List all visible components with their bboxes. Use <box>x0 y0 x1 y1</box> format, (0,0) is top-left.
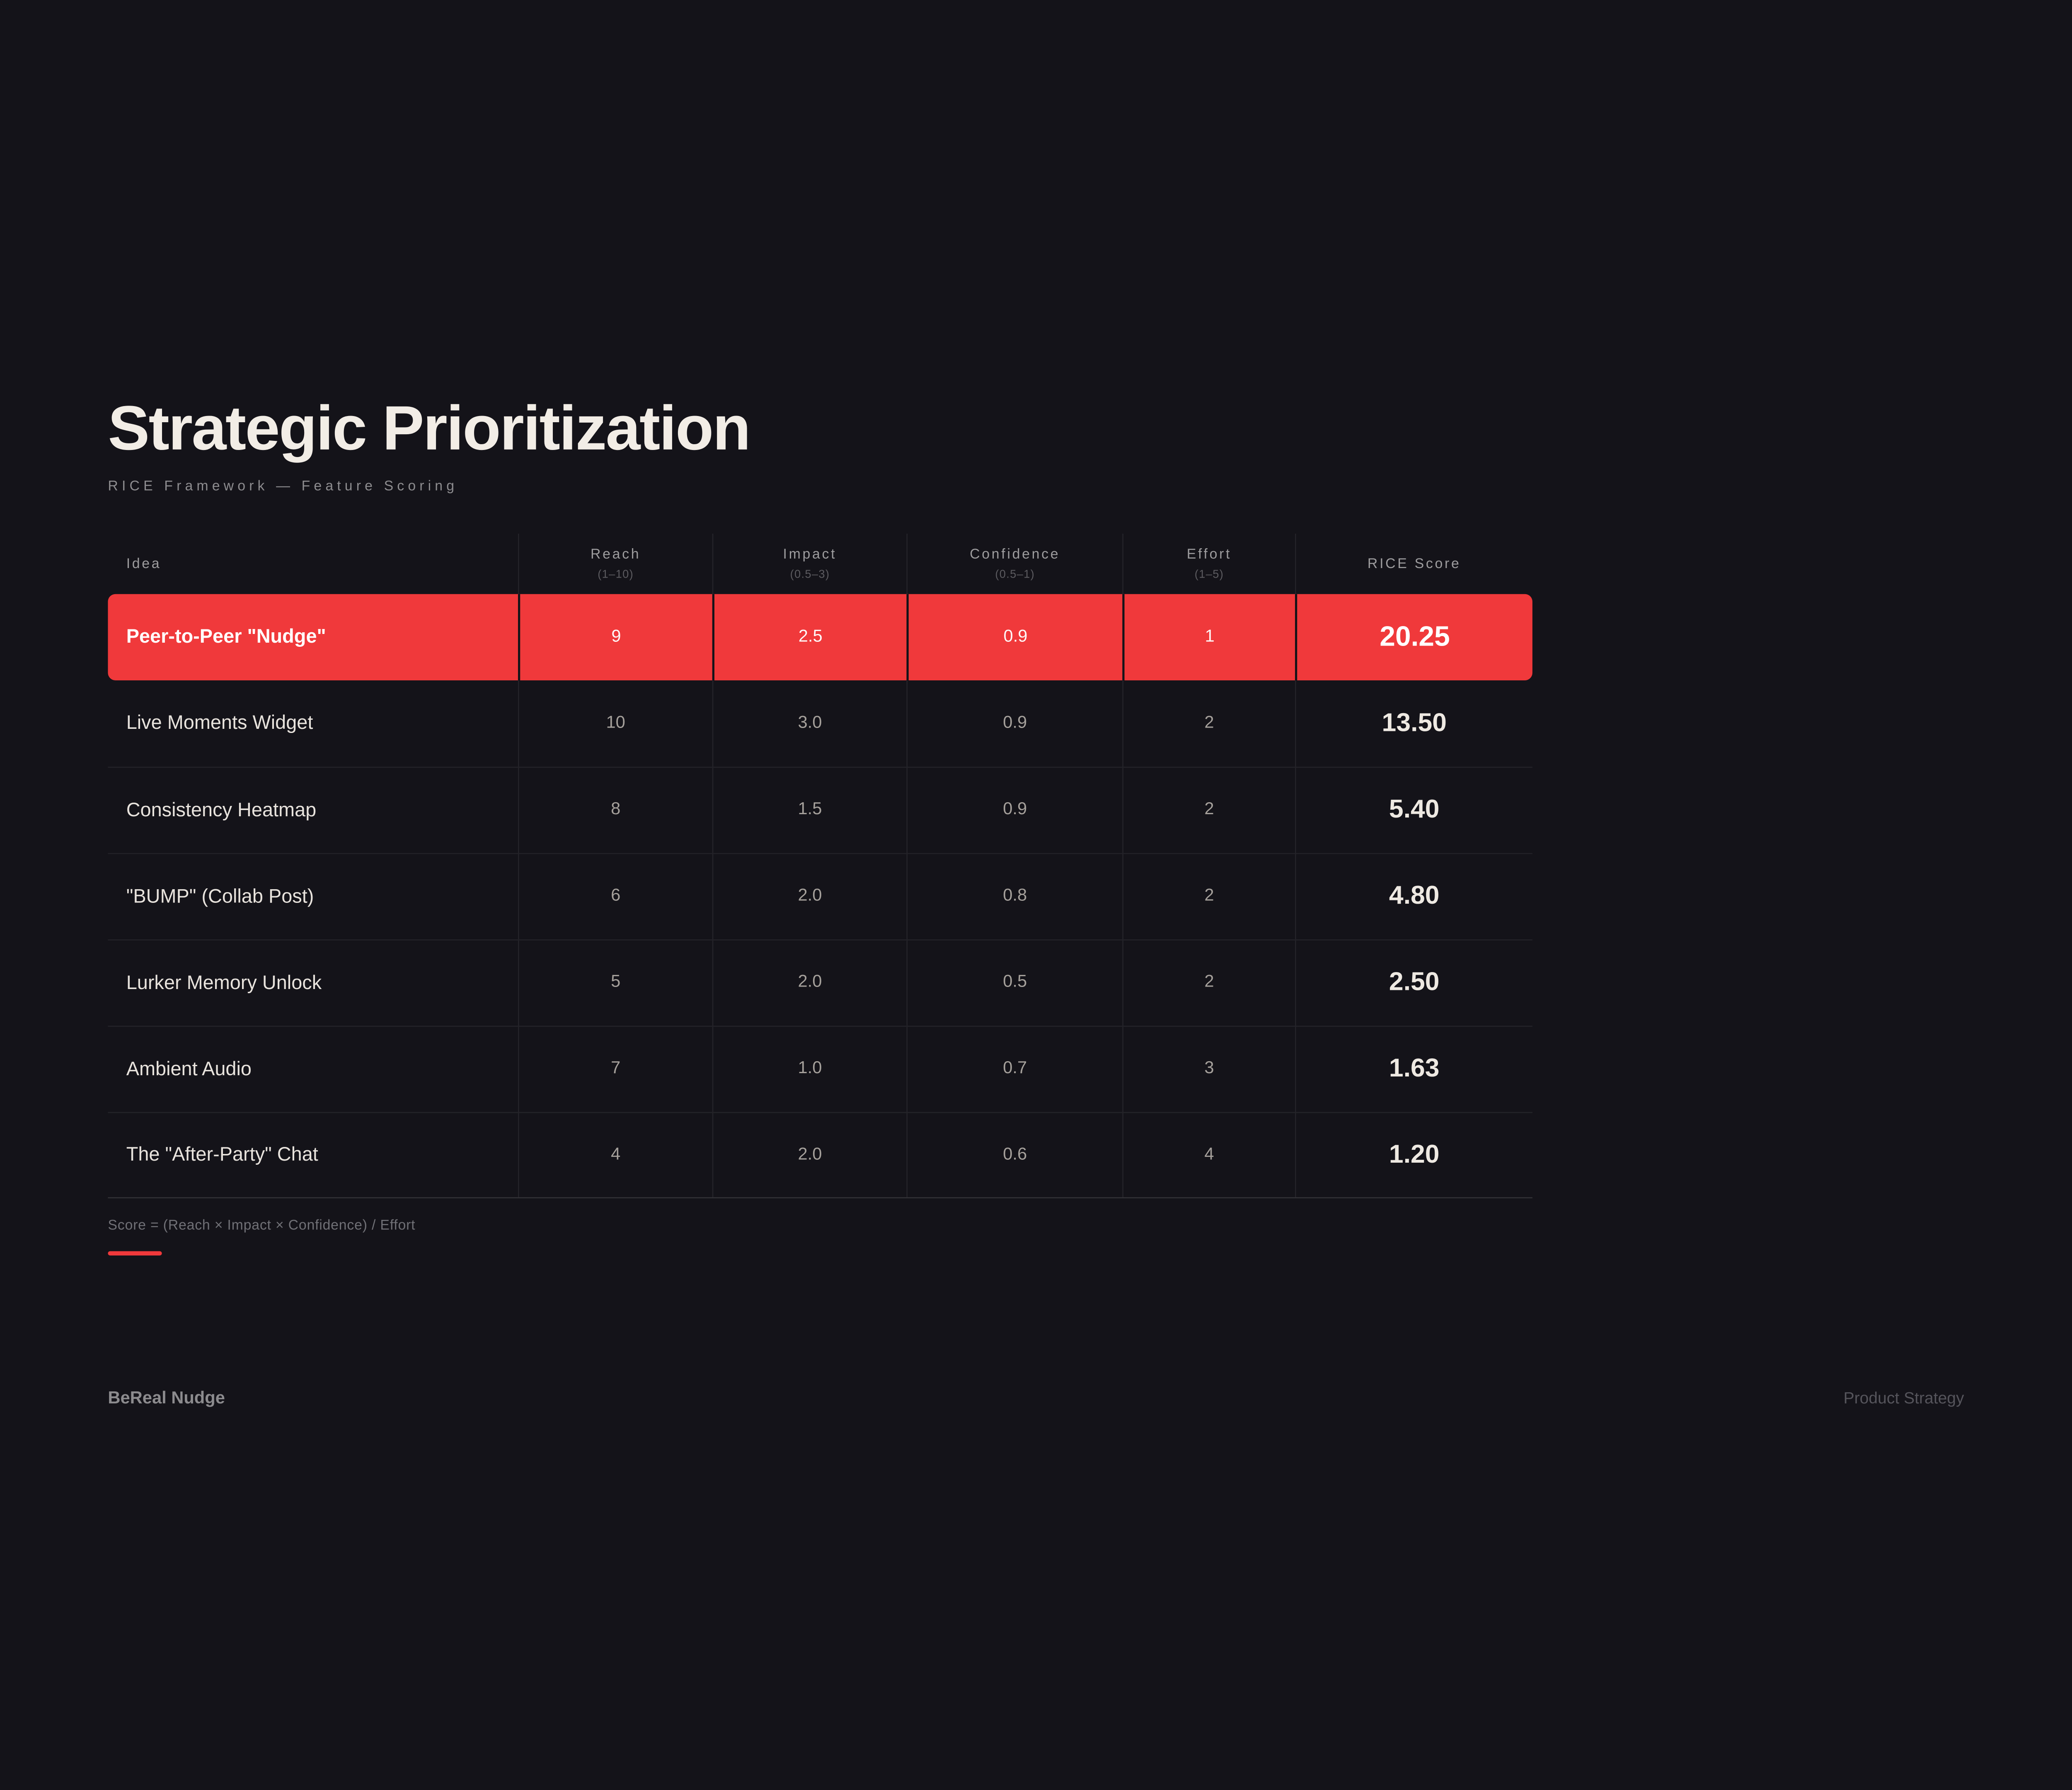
score-formula-footnote: Score = (Reach × Impact × Confidence) / … <box>108 1216 416 1233</box>
confidence-cell: 0.9 <box>906 767 1123 853</box>
table-row-highlighted: Peer-to-Peer "Nudge" 9 2.5 0.9 1 20.25 <box>108 593 1532 680</box>
table-row: Live Moments Widget 10 3.0 0.9 2 13.50 <box>108 680 1532 767</box>
impact-cell: 2.0 <box>712 854 907 939</box>
confidence-cell: 0.8 <box>906 854 1123 939</box>
score-cell: 2.50 <box>1295 940 1532 1026</box>
column-range-confidence: (0.5–1) <box>995 568 1035 581</box>
column-header-effort: Effort (1–5) <box>1122 533 1295 594</box>
impact-cell: 1.0 <box>712 1026 907 1112</box>
score-cell: 5.40 <box>1295 767 1532 853</box>
impact-cell: 2.5 <box>712 593 907 680</box>
rice-score-table: Idea Reach (1–10) Impact (0.5–3) Confide… <box>108 533 1532 1198</box>
column-range-reach: (1–10) <box>598 568 634 581</box>
effort-cell: 2 <box>1122 680 1295 767</box>
idea-cell: The "After-Party" Chat <box>126 1143 318 1165</box>
confidence-cell: 0.7 <box>906 1026 1123 1112</box>
score-cell: 20.25 <box>1295 593 1532 680</box>
column-header-impact: Impact (0.5–3) <box>712 533 907 594</box>
table-row: Consistency Heatmap 8 1.5 0.9 2 5.40 <box>108 766 1532 853</box>
effort-cell: 2 <box>1122 767 1295 853</box>
table-row: "BUMP" (Collab Post) 6 2.0 0.8 2 4.80 <box>108 852 1532 939</box>
score-cell: 13.50 <box>1295 680 1532 767</box>
idea-cell: Peer-to-Peer "Nudge" <box>126 625 326 647</box>
accent-underline <box>108 1251 162 1255</box>
column-header-rice-score: RICE Score <box>1295 533 1532 594</box>
column-header-idea: Idea <box>126 555 162 572</box>
impact-cell: 2.0 <box>712 940 907 1026</box>
idea-cell: Lurker Memory Unlock <box>126 971 322 993</box>
confidence-cell: 0.6 <box>906 1113 1123 1197</box>
reach-cell: 4 <box>518 1113 712 1197</box>
reach-cell: 10 <box>518 680 712 767</box>
effort-cell: 3 <box>1122 1026 1295 1112</box>
idea-cell: Live Moments Widget <box>126 712 313 734</box>
idea-cell: Ambient Audio <box>126 1057 252 1079</box>
impact-cell: 2.0 <box>712 1113 907 1197</box>
reach-cell: 6 <box>518 854 712 939</box>
slide-footer: BeReal Nudge Product Strategy <box>108 1389 1964 1409</box>
reach-cell: 9 <box>518 593 712 680</box>
score-cell: 1.20 <box>1295 1113 1532 1197</box>
effort-cell: 2 <box>1122 940 1295 1026</box>
confidence-cell: 0.9 <box>906 680 1123 767</box>
effort-cell: 4 <box>1122 1113 1295 1197</box>
footer-brand: BeReal Nudge <box>108 1389 225 1408</box>
column-header-reach: Reach (1–10) <box>518 533 712 594</box>
slide: Strategic Prioritization RICE Framework … <box>0 312 2072 1478</box>
reach-cell: 7 <box>518 1026 712 1112</box>
impact-cell: 1.5 <box>712 767 907 853</box>
confidence-cell: 0.9 <box>906 593 1123 680</box>
page-subtitle: RICE Framework — Feature Scoring <box>108 477 458 493</box>
impact-cell: 3.0 <box>712 680 907 767</box>
reach-cell: 5 <box>518 940 712 1026</box>
column-range-impact: (0.5–3) <box>790 568 830 581</box>
footer-tag: Product Strategy <box>1843 1389 1964 1408</box>
idea-cell: Consistency Heatmap <box>126 798 317 820</box>
table-row: Ambient Audio 7 1.0 0.7 3 1.63 <box>108 1025 1532 1112</box>
confidence-cell: 0.5 <box>906 940 1123 1026</box>
score-cell: 4.80 <box>1295 854 1532 939</box>
table-row: The "After-Party" Chat 4 2.0 0.6 4 1.20 <box>108 1111 1532 1198</box>
idea-cell: "BUMP" (Collab Post) <box>126 885 314 907</box>
column-header-confidence: Confidence (0.5–1) <box>906 533 1123 594</box>
page-title: Strategic Prioritization <box>108 393 751 464</box>
effort-cell: 2 <box>1122 854 1295 939</box>
score-cell: 1.63 <box>1295 1026 1532 1112</box>
table-row: Lurker Memory Unlock 5 2.0 0.5 2 2.50 <box>108 939 1532 1026</box>
column-range-effort: (1–5) <box>1194 568 1224 581</box>
effort-cell: 1 <box>1122 593 1295 680</box>
reach-cell: 8 <box>518 767 712 853</box>
table-header-row: Idea Reach (1–10) Impact (0.5–3) Confide… <box>108 533 1532 594</box>
